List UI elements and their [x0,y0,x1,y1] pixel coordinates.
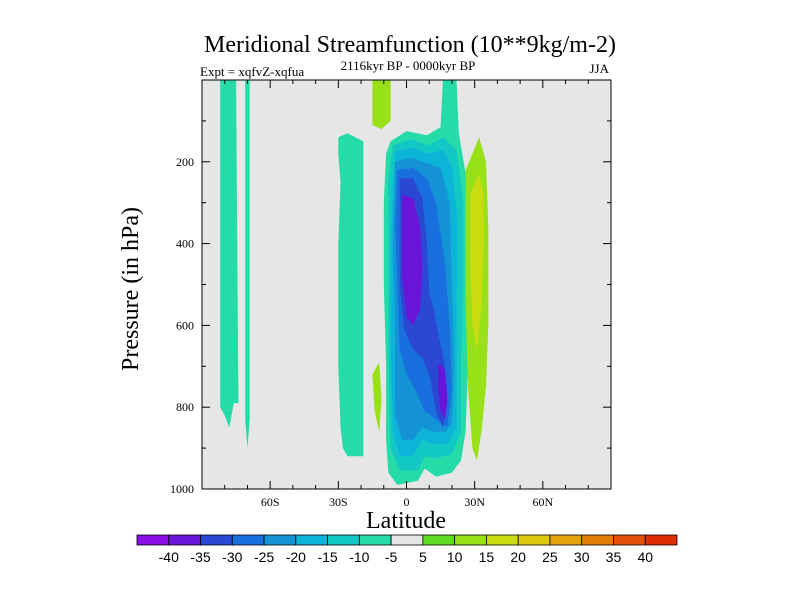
y-tick-label: 400 [176,237,194,251]
colorbar-label: 30 [574,549,590,565]
period-label: 2116kyr BP - 0000kyr BP [341,58,476,73]
colorbar-box [454,534,487,546]
y-tick-label: 800 [176,400,194,414]
colorbar-label: -10 [349,549,369,565]
colorbar-label: 25 [542,549,558,565]
contour-region-core-lower [438,362,448,420]
colorbar: -40 -35 -30 -25 -20 -15 -10 -5 5 10 15 20 25 30 35 40 [136,534,678,565]
experiment-label: Expt = xqfvZ-xqfua [200,64,304,79]
colorbar-box [422,534,456,546]
contour-region-nh-positive-strip-top [372,80,391,130]
contour-region-sh-high-lat-band [220,80,239,428]
x-tick-label: 60N [532,495,553,509]
colorbar-box [168,534,201,546]
colorbar-label: -30 [222,549,242,565]
colorbar-box [295,534,328,546]
x-axis-label: Latitude [366,508,446,534]
x-tick-label: 60S [261,495,280,509]
season-label: JJA [589,61,609,76]
colorbar-label: -15 [317,549,337,565]
colorbar-box [231,534,265,546]
contour-region-nh-positive-core [470,174,484,350]
y-tick-label: 200 [176,155,194,169]
colorbar-box [358,534,392,546]
colorbar-box [613,534,646,546]
colorbar-box [200,534,233,546]
contour-region-nh-positive-blob-low [372,362,382,432]
x-tick-label: 30S [329,495,348,509]
y-axis-label: Pressure (in hPa) [118,207,144,371]
contour-fills [220,80,489,485]
contour-region-sh-subtropical-cell [338,133,364,457]
colorbar-box [136,534,170,546]
colorbar-label: 15 [479,549,495,565]
chart-title: Meridional Streamfunction (10**9kg/m-2) [204,32,616,58]
colorbar-box [581,534,614,546]
x-tick-label: 30N [464,495,485,509]
colorbar-box [263,534,297,546]
x-axis: 60S 30S 0 30N 60N [224,80,589,509]
colorbar-label: -35 [190,549,210,565]
colorbar-box [486,534,519,546]
y-tick-label: 1000 [170,482,194,496]
colorbar-box [327,534,360,546]
colorbar-label: 20 [510,549,526,565]
y-axis: 200 400 600 800 1000 [170,120,611,496]
y-tick-label: 600 [176,318,194,332]
colorbar-label: -5 [385,549,398,565]
colorbar-box [549,534,583,546]
colorbar-label: 10 [447,549,463,565]
colorbar-label: -25 [254,549,274,565]
contour-region-sh-narrow-band [245,80,250,449]
x-tick-label: 0 [404,495,410,509]
colorbar-label: 40 [637,549,653,565]
colorbar-box [390,534,424,546]
colorbar-box [644,534,678,546]
colorbar-label: 5 [419,549,427,565]
colorbar-label: 35 [606,549,622,565]
colorbar-box [517,534,551,546]
colorbar-label: -20 [286,549,306,565]
contour-region-core-upper [402,194,423,326]
colorbar-label: -40 [159,549,179,565]
